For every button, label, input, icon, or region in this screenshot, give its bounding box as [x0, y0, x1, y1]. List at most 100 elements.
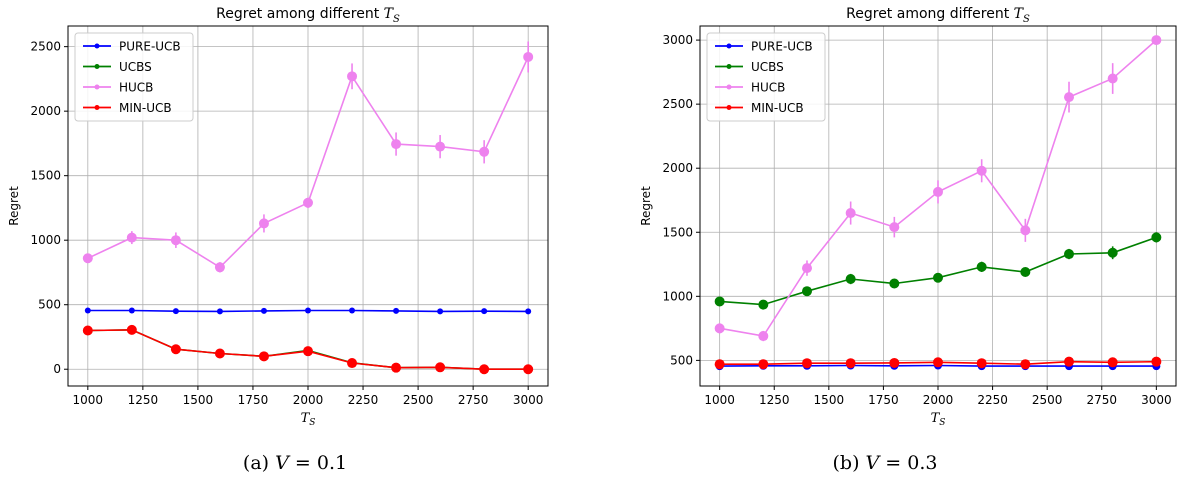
chart-a-series-pure-ucb [84, 307, 532, 315]
chart-b-point [1107, 73, 1118, 84]
chart-b-xtick-label: 2500 [1032, 393, 1063, 407]
chart-a-xtick-label: 2750 [458, 393, 489, 407]
chart-b-point [933, 186, 943, 197]
chart-a-point [170, 235, 181, 246]
chart-b-legend-box [706, 32, 826, 122]
chart-a-point [305, 307, 311, 314]
chart-b-ytick-label: 1000 [662, 289, 693, 303]
chart-a-point [82, 253, 93, 264]
chart-a-ytick-label: 2000 [30, 104, 61, 118]
chart-a-point [258, 218, 269, 229]
chart-a-xtick-label: 2500 [403, 393, 434, 407]
chart-a-point [260, 307, 267, 314]
chart-a-point [214, 348, 225, 359]
chart-b-xtick-label: 1750 [868, 393, 899, 407]
chart-b-xtick-label: 2250 [977, 393, 1008, 407]
chart-a-ylabel: Regret [7, 186, 21, 226]
chart-a-point [391, 362, 402, 373]
chart-a-legend-marker [94, 105, 100, 110]
chart-a-title: Regret among different TS [216, 6, 400, 25]
chart-a-legend-label: UCBS [119, 60, 152, 74]
chart-b-ytick-label: 500 [670, 353, 693, 367]
chart-a-point [170, 344, 181, 355]
chart-a-point [391, 139, 402, 150]
chart-a-legend-marker [94, 64, 100, 69]
chart-b-point [758, 331, 769, 342]
chart-a-ytick-label: 0 [53, 362, 61, 376]
chart-b-point [758, 299, 769, 310]
chart-a-point [481, 308, 488, 315]
chart-b-point [1064, 92, 1075, 103]
chart-a-point [258, 351, 269, 362]
chart-b-point [1151, 35, 1162, 46]
chart-b-point [976, 358, 987, 369]
chart-a-point [479, 364, 490, 375]
chart-a-point [393, 307, 400, 314]
chart-b-svg: Regret among different TS 1000 1250 1500 175… [639, 6, 1177, 428]
chart-b-legend-marker [726, 43, 732, 49]
chart-a-point [523, 364, 534, 375]
chart-a-xtick-label: 2250 [348, 393, 379, 407]
chart-a-point [437, 308, 444, 315]
chart-b-point [801, 263, 812, 274]
chart-b-xtick-label: 2750 [1086, 393, 1117, 407]
chart-b-ytick-label: 3000 [662, 33, 693, 47]
chart-b-point [976, 261, 987, 272]
chart-b-xtick-label: 1000 [704, 393, 735, 407]
chart-b-ytick-label: 2000 [662, 161, 693, 175]
chart-a-point [479, 146, 490, 157]
chart-b-point [1020, 266, 1031, 277]
chart-a-legend-label: PURE-UCB [119, 40, 181, 54]
chart-panel-b: Regret among different TS 1000 1250 1500 175… [590, 0, 1180, 483]
chart-a-legend-marker [94, 84, 100, 90]
chart-b-point [801, 358, 812, 369]
chart-b-series-ucbs [714, 232, 1162, 310]
chart-a-xtick-label: 1500 [183, 393, 214, 407]
chart-a-point [126, 232, 137, 243]
chart-b-xtick-label: 3000 [1141, 393, 1172, 407]
chart-a-ytick-label: 1000 [30, 233, 61, 247]
chart-b-legend-label: MIN-UCB [751, 101, 804, 115]
chart-a-xtick-label: 1000 [73, 393, 104, 407]
chart-a-legend-label: MIN-UCB [119, 101, 172, 115]
chart-b-point [889, 278, 900, 289]
chart-b-xtick-label: 2000 [923, 393, 954, 407]
chart-a-point [303, 197, 313, 208]
chart-a-point [303, 346, 313, 357]
chart-b-series-hucb [714, 35, 1162, 342]
chart-b-point [845, 208, 856, 219]
chart-b-point [714, 323, 725, 334]
chart-b-legend-label: PURE-UCB [751, 40, 813, 54]
chart-b-point [889, 357, 900, 368]
chart-b-legend-marker [726, 64, 732, 69]
chart-a-xlabel: TS [301, 411, 316, 428]
chart-a-point [525, 308, 532, 315]
chart-a-ytick-label: 500 [38, 298, 61, 312]
chart-b-legend-marker [726, 105, 732, 110]
chart-a-legend-label: HUCB [119, 81, 153, 95]
chart-b-point [1064, 356, 1075, 367]
chart-a-xtick-label: 3000 [513, 393, 544, 407]
chart-b-point [976, 165, 987, 176]
chart-a-point [216, 308, 223, 315]
chart-b-title: Regret among different TS [846, 6, 1030, 25]
chart-b-point [801, 286, 812, 297]
chart-b-point [1107, 357, 1118, 368]
chart-b-point [889, 222, 900, 233]
chart-a-ytick-label: 2500 [30, 40, 61, 54]
chart-a-point [435, 141, 446, 152]
chart-a-point [82, 325, 93, 336]
chart-b-ylabel: Regret [639, 186, 653, 226]
chart-b-point [933, 357, 943, 368]
chart-b-ytick-label: 1500 [662, 225, 693, 239]
chart-a-point [349, 307, 356, 314]
chart-a-point [172, 308, 179, 315]
chart-a-svg: Regret among different TS 1000 1250 1500 175… [7, 6, 549, 428]
chart-panel-a: Regret among different TS 1000 1250 1500 175… [7, 6, 549, 474]
chart-b-point [1151, 356, 1162, 367]
chart-a-point [126, 324, 137, 335]
chart-a-series-hucb [82, 41, 534, 273]
chart-b-xtick-label: 1500 [814, 393, 845, 407]
chart-b-point [845, 274, 856, 285]
chart-b-point [845, 358, 856, 369]
